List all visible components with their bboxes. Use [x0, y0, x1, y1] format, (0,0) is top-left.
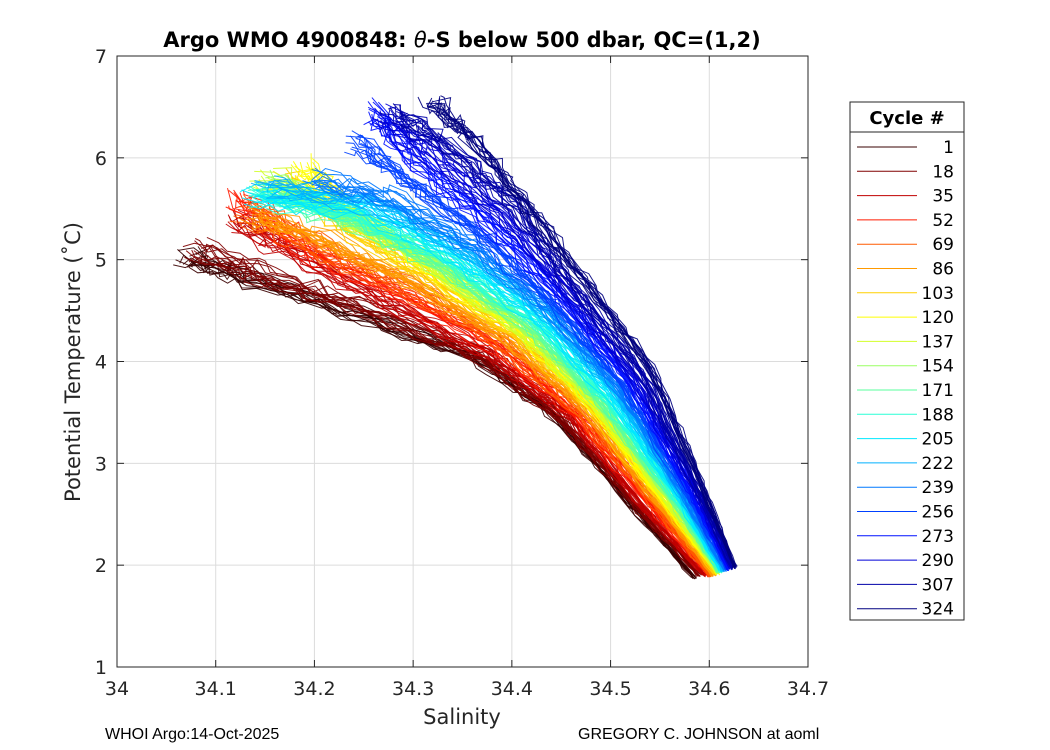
profile-line — [229, 220, 710, 575]
profile-line — [191, 249, 699, 577]
y-tick-label: 4 — [95, 352, 107, 374]
legend-label: 222 — [922, 454, 954, 474]
legend-entry-103: 103 — [857, 284, 954, 304]
legend-label: 205 — [922, 430, 954, 450]
profile-line — [252, 219, 714, 576]
legend-title: Cycle # — [869, 108, 944, 129]
title-theta: θ — [414, 28, 427, 52]
profile-line — [399, 112, 734, 567]
y-tick-label: 1 — [95, 657, 107, 679]
x-tick-label: 34.6 — [688, 678, 730, 700]
profile-line — [344, 150, 726, 570]
legend-label: 307 — [922, 575, 954, 595]
y-tick-label: 3 — [95, 453, 107, 475]
legend-entry-256: 256 — [857, 503, 954, 523]
legend-entry-273: 273 — [857, 527, 954, 547]
legend-entry-1: 1 — [857, 138, 954, 158]
profile-line — [428, 100, 736, 568]
x-tick-label: 34.3 — [392, 678, 434, 700]
legend-entry-35: 35 — [857, 187, 954, 207]
legend-label: 239 — [922, 478, 954, 498]
legend-entry-171: 171 — [857, 381, 954, 401]
profile-group-cycle-324 — [417, 95, 738, 570]
legend-entry-324: 324 — [857, 600, 954, 620]
x-tick-label: 34.5 — [589, 678, 631, 700]
legend-label: 103 — [922, 284, 954, 304]
x-tick-label: 34 — [105, 678, 129, 700]
legend-label: 18 — [932, 162, 954, 182]
footer-left: WHOI Argo:14-Oct-2025 — [105, 726, 280, 743]
profile-line — [311, 180, 725, 571]
legend-entry-18: 18 — [857, 162, 954, 182]
legend-entry-86: 86 — [857, 260, 954, 280]
legend-box — [849, 101, 965, 621]
legend-label: 273 — [922, 527, 954, 547]
profile-line — [375, 122, 733, 570]
legend-entry-290: 290 — [857, 551, 954, 571]
legend-label: 154 — [922, 357, 954, 377]
profile-line — [367, 101, 730, 571]
legend-label: 188 — [922, 405, 954, 425]
x-axis-label: Salinity — [423, 705, 501, 729]
legend-entries: 1 18 35 52 69 86 103 120 137 154 171 188 205 222 239 25… — [857, 138, 954, 620]
x-tick-label: 34.2 — [293, 678, 335, 700]
legend-label: 1 — [943, 138, 954, 158]
legend-label: 324 — [922, 600, 954, 620]
profile-line — [435, 97, 737, 568]
x-tick-label: 34.1 — [195, 678, 237, 700]
profile-line — [258, 198, 720, 574]
legend-label: 290 — [922, 551, 954, 571]
y-tick-label: 2 — [95, 555, 107, 577]
legend-entry-222: 222 — [857, 454, 954, 474]
profile-lines — [173, 95, 738, 580]
legend-entry-52: 52 — [857, 211, 954, 231]
legend-entry-188: 188 — [857, 405, 954, 425]
legend: Cycle # 1 18 35 52 69 86 103 120 137 154 171 188 205… — [849, 101, 965, 621]
legend-label: 120 — [922, 308, 954, 328]
legend-entry-205: 205 — [857, 430, 954, 450]
legend-label: 52 — [932, 211, 954, 231]
legend-entry-69: 69 — [857, 235, 954, 255]
legend-label: 256 — [922, 503, 954, 523]
profile-line — [266, 192, 720, 573]
title-prefix: Argo WMO 4900848: — [163, 28, 414, 52]
footer-right: GREGORY C. JOHNSON at aoml — [578, 726, 820, 743]
legend-label: 69 — [932, 235, 954, 255]
profile-line — [184, 256, 694, 580]
profile-line — [388, 106, 733, 569]
chart-title: Argo WMO 4900848: θ-S below 500 dbar, QC… — [163, 28, 760, 52]
profile-line — [241, 195, 721, 571]
y-axis-label: Potential Temperature (˚C) — [61, 222, 85, 502]
legend-entry-120: 120 — [857, 308, 954, 328]
profile-line — [252, 213, 714, 576]
legend-entry-154: 154 — [857, 357, 954, 377]
x-tick-label: 34.4 — [491, 678, 533, 700]
profile-line — [440, 95, 736, 566]
y-tick-label: 5 — [95, 250, 107, 272]
legend-label: 86 — [932, 260, 954, 280]
title-suffix: -S below 500 dbar, QC=(1,2) — [427, 28, 761, 52]
legend-label: 137 — [922, 332, 954, 352]
legend-entry-137: 137 — [857, 332, 954, 352]
y-tick-label: 6 — [95, 148, 107, 170]
x-tick-label: 34.7 — [787, 678, 829, 700]
profile-line — [379, 113, 733, 568]
legend-label: 35 — [932, 187, 954, 207]
legend-entry-239: 239 — [857, 478, 954, 498]
legend-label: 171 — [922, 381, 954, 401]
legend-entry-307: 307 — [857, 575, 954, 595]
profile-line — [392, 103, 733, 570]
profile-group-cycle-290 — [371, 103, 734, 570]
profile-line — [369, 118, 728, 569]
y-tick-label: 7 — [95, 46, 107, 68]
